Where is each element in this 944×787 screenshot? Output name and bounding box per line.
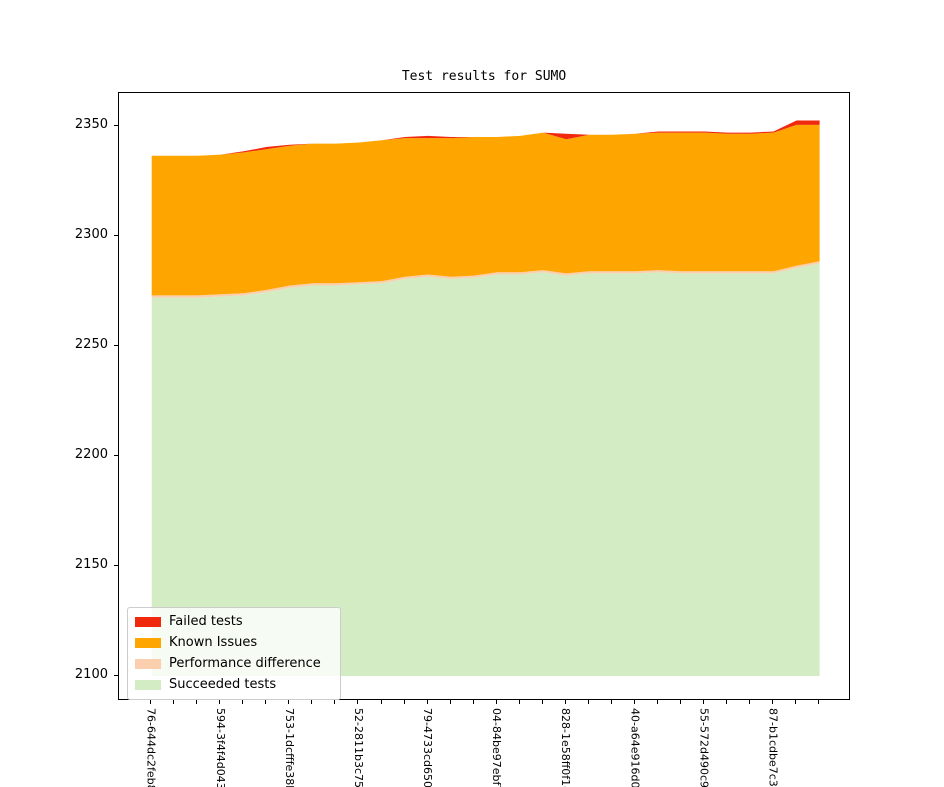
x-tick-mark	[748, 700, 750, 704]
x-tick-mark	[173, 700, 175, 704]
legend-label-failed: Failed tests	[169, 614, 243, 629]
y-tick-mark	[114, 345, 118, 346]
known-issues-swatch-icon	[135, 638, 161, 648]
x-tick-label: 04-84be97ebf7	[490, 708, 504, 787]
legend-item-succeeded: Succeeded tests	[135, 677, 332, 693]
area-known-issues	[151, 124, 820, 296]
x-tick-mark	[702, 700, 704, 704]
x-tick-mark	[818, 700, 820, 704]
x-tick-mark	[449, 700, 451, 704]
x-tick-mark	[541, 700, 543, 704]
x-tick-mark	[518, 700, 520, 704]
y-tick-mark	[114, 565, 118, 566]
x-tick-label: 76-644dc2feb8	[144, 708, 158, 787]
x-tick-label: 79-4733cd6507	[421, 708, 435, 787]
x-tick-mark	[472, 700, 474, 704]
x-tick-mark	[196, 700, 198, 704]
x-tick-mark	[288, 700, 290, 704]
chart-title: Test results for SUMO	[401, 69, 567, 84]
x-tick-mark	[679, 700, 681, 704]
y-tick-mark	[114, 125, 118, 126]
legend-item-failed: Failed tests	[135, 614, 332, 630]
x-tick-mark	[772, 700, 773, 704]
y-tick-label: 2300	[74, 227, 108, 242]
x-tick-mark	[795, 700, 797, 704]
x-tick-mark	[219, 700, 221, 704]
y-tick-mark	[114, 235, 118, 236]
y-tick-label: 2200	[74, 447, 108, 462]
failed-tests-swatch-icon	[135, 617, 161, 627]
area-succeeded-tests	[151, 263, 820, 676]
y-tick-label: 2250	[74, 337, 108, 352]
x-tick-mark	[426, 700, 428, 704]
x-tick-mark	[311, 700, 313, 704]
x-tick-mark	[150, 700, 152, 704]
x-tick-mark	[633, 700, 635, 704]
x-tick-mark	[380, 700, 382, 704]
succeeded-tests-swatch-icon	[135, 680, 161, 690]
y-tick-mark	[114, 675, 118, 676]
x-tick-label: 52-2811b3c759	[351, 708, 365, 787]
x-tick-mark	[587, 700, 589, 704]
legend-label-succeeded: Succeeded tests	[169, 677, 277, 692]
x-tick-label: 594-3f4f4d0434	[213, 708, 227, 787]
stacked-area-chart	[151, 120, 820, 676]
x-tick-label: 55-572d490c97	[697, 708, 711, 787]
x-tick-mark	[725, 700, 727, 704]
legend-item-known: Known Issues	[135, 635, 332, 651]
x-tick-mark	[265, 700, 267, 704]
plot-area	[118, 92, 850, 700]
x-tick-label: 40-a64e916d04	[628, 708, 642, 787]
x-tick-mark	[403, 700, 405, 704]
legend-label-performance: Performance difference	[169, 656, 321, 671]
legend-item-performance: Performance difference	[135, 656, 332, 672]
x-tick-mark	[495, 700, 497, 704]
y-tick-label: 2350	[74, 117, 108, 132]
x-tick-mark	[242, 700, 244, 704]
x-tick-label: 753-1dcfffe38b	[282, 708, 296, 787]
y-tick-label: 2100	[74, 667, 108, 682]
x-tick-label: 828-1e58ff0f1c	[559, 708, 573, 787]
legend-label-known: Known Issues	[169, 635, 258, 650]
x-tick-mark	[334, 700, 336, 704]
performance-difference-swatch-icon	[135, 659, 161, 669]
legend: Failed tests Known Issues Performance di…	[127, 607, 341, 700]
x-tick-mark	[357, 700, 359, 704]
x-tick-mark	[610, 700, 612, 704]
x-tick-label: 87-b1cdbe7c31	[766, 708, 780, 787]
x-tick-mark	[656, 700, 658, 704]
y-tick-mark	[114, 455, 118, 456]
y-tick-label: 2150	[74, 557, 108, 572]
x-tick-mark	[564, 700, 566, 704]
